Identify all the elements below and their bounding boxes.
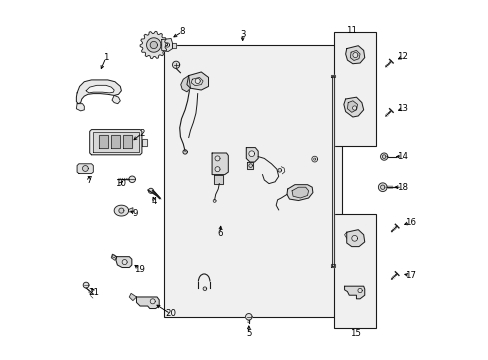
Polygon shape (215, 156, 220, 161)
Polygon shape (112, 95, 120, 104)
Polygon shape (215, 167, 220, 172)
Polygon shape (357, 288, 362, 293)
Polygon shape (286, 185, 312, 201)
Text: 14: 14 (396, 152, 407, 161)
Text: 15: 15 (349, 329, 360, 338)
Polygon shape (195, 78, 200, 84)
Polygon shape (83, 282, 89, 288)
Polygon shape (345, 46, 364, 64)
Text: 11: 11 (346, 26, 357, 35)
Polygon shape (330, 75, 334, 77)
Polygon shape (99, 135, 107, 148)
Text: 8: 8 (179, 27, 184, 36)
Polygon shape (140, 31, 167, 59)
Polygon shape (277, 168, 281, 172)
Polygon shape (122, 260, 127, 265)
Polygon shape (212, 153, 228, 175)
Polygon shape (116, 257, 132, 267)
Polygon shape (351, 235, 357, 241)
Polygon shape (186, 72, 208, 90)
Polygon shape (344, 286, 364, 299)
Polygon shape (76, 104, 84, 111)
Polygon shape (291, 187, 308, 198)
Polygon shape (128, 208, 133, 212)
Polygon shape (162, 39, 172, 51)
Polygon shape (122, 135, 132, 148)
Polygon shape (245, 314, 251, 320)
Polygon shape (203, 287, 206, 291)
Polygon shape (86, 85, 114, 93)
Text: 4: 4 (151, 197, 157, 206)
Text: 19: 19 (134, 265, 144, 274)
Polygon shape (150, 299, 155, 304)
Polygon shape (246, 148, 258, 162)
Polygon shape (150, 41, 157, 49)
Polygon shape (172, 61, 179, 68)
Polygon shape (111, 254, 117, 260)
Text: 9: 9 (132, 209, 137, 217)
Polygon shape (89, 130, 142, 155)
Polygon shape (213, 175, 223, 184)
Polygon shape (346, 230, 364, 247)
Bar (333, 32, 375, 146)
Polygon shape (380, 185, 384, 189)
Polygon shape (146, 38, 161, 52)
Text: 5: 5 (245, 329, 251, 338)
Polygon shape (129, 176, 135, 183)
Text: 12: 12 (397, 52, 407, 61)
Polygon shape (352, 106, 356, 110)
Polygon shape (77, 164, 93, 174)
Text: 17: 17 (404, 271, 415, 280)
Polygon shape (347, 101, 357, 112)
Polygon shape (380, 153, 387, 160)
Text: 18: 18 (396, 183, 407, 192)
Polygon shape (330, 264, 334, 267)
Bar (163, 45, 341, 317)
Polygon shape (129, 293, 136, 301)
Text: 2: 2 (139, 129, 144, 138)
Polygon shape (119, 208, 123, 213)
Polygon shape (181, 76, 190, 92)
Polygon shape (114, 205, 128, 216)
Polygon shape (93, 132, 139, 152)
Polygon shape (247, 162, 253, 169)
Text: 7: 7 (86, 176, 92, 185)
Text: 3: 3 (240, 30, 245, 39)
Text: 10: 10 (115, 179, 125, 188)
Polygon shape (352, 53, 357, 58)
Polygon shape (378, 183, 386, 192)
Text: 1: 1 (103, 53, 108, 62)
Text: 6: 6 (217, 229, 223, 238)
Polygon shape (148, 188, 153, 193)
Polygon shape (183, 150, 187, 154)
Polygon shape (343, 97, 363, 117)
Polygon shape (311, 156, 317, 162)
Text: 13: 13 (397, 104, 407, 113)
Polygon shape (82, 166, 88, 171)
Polygon shape (248, 151, 254, 157)
Polygon shape (142, 139, 146, 146)
Text: 16: 16 (404, 218, 415, 227)
Polygon shape (76, 80, 121, 104)
Text: 20: 20 (165, 309, 176, 318)
Polygon shape (349, 50, 359, 60)
Polygon shape (111, 135, 120, 148)
Bar (333, 214, 375, 328)
Polygon shape (331, 76, 333, 266)
Polygon shape (172, 43, 176, 48)
Text: 21: 21 (88, 288, 100, 297)
Polygon shape (382, 155, 385, 158)
Polygon shape (136, 297, 159, 309)
